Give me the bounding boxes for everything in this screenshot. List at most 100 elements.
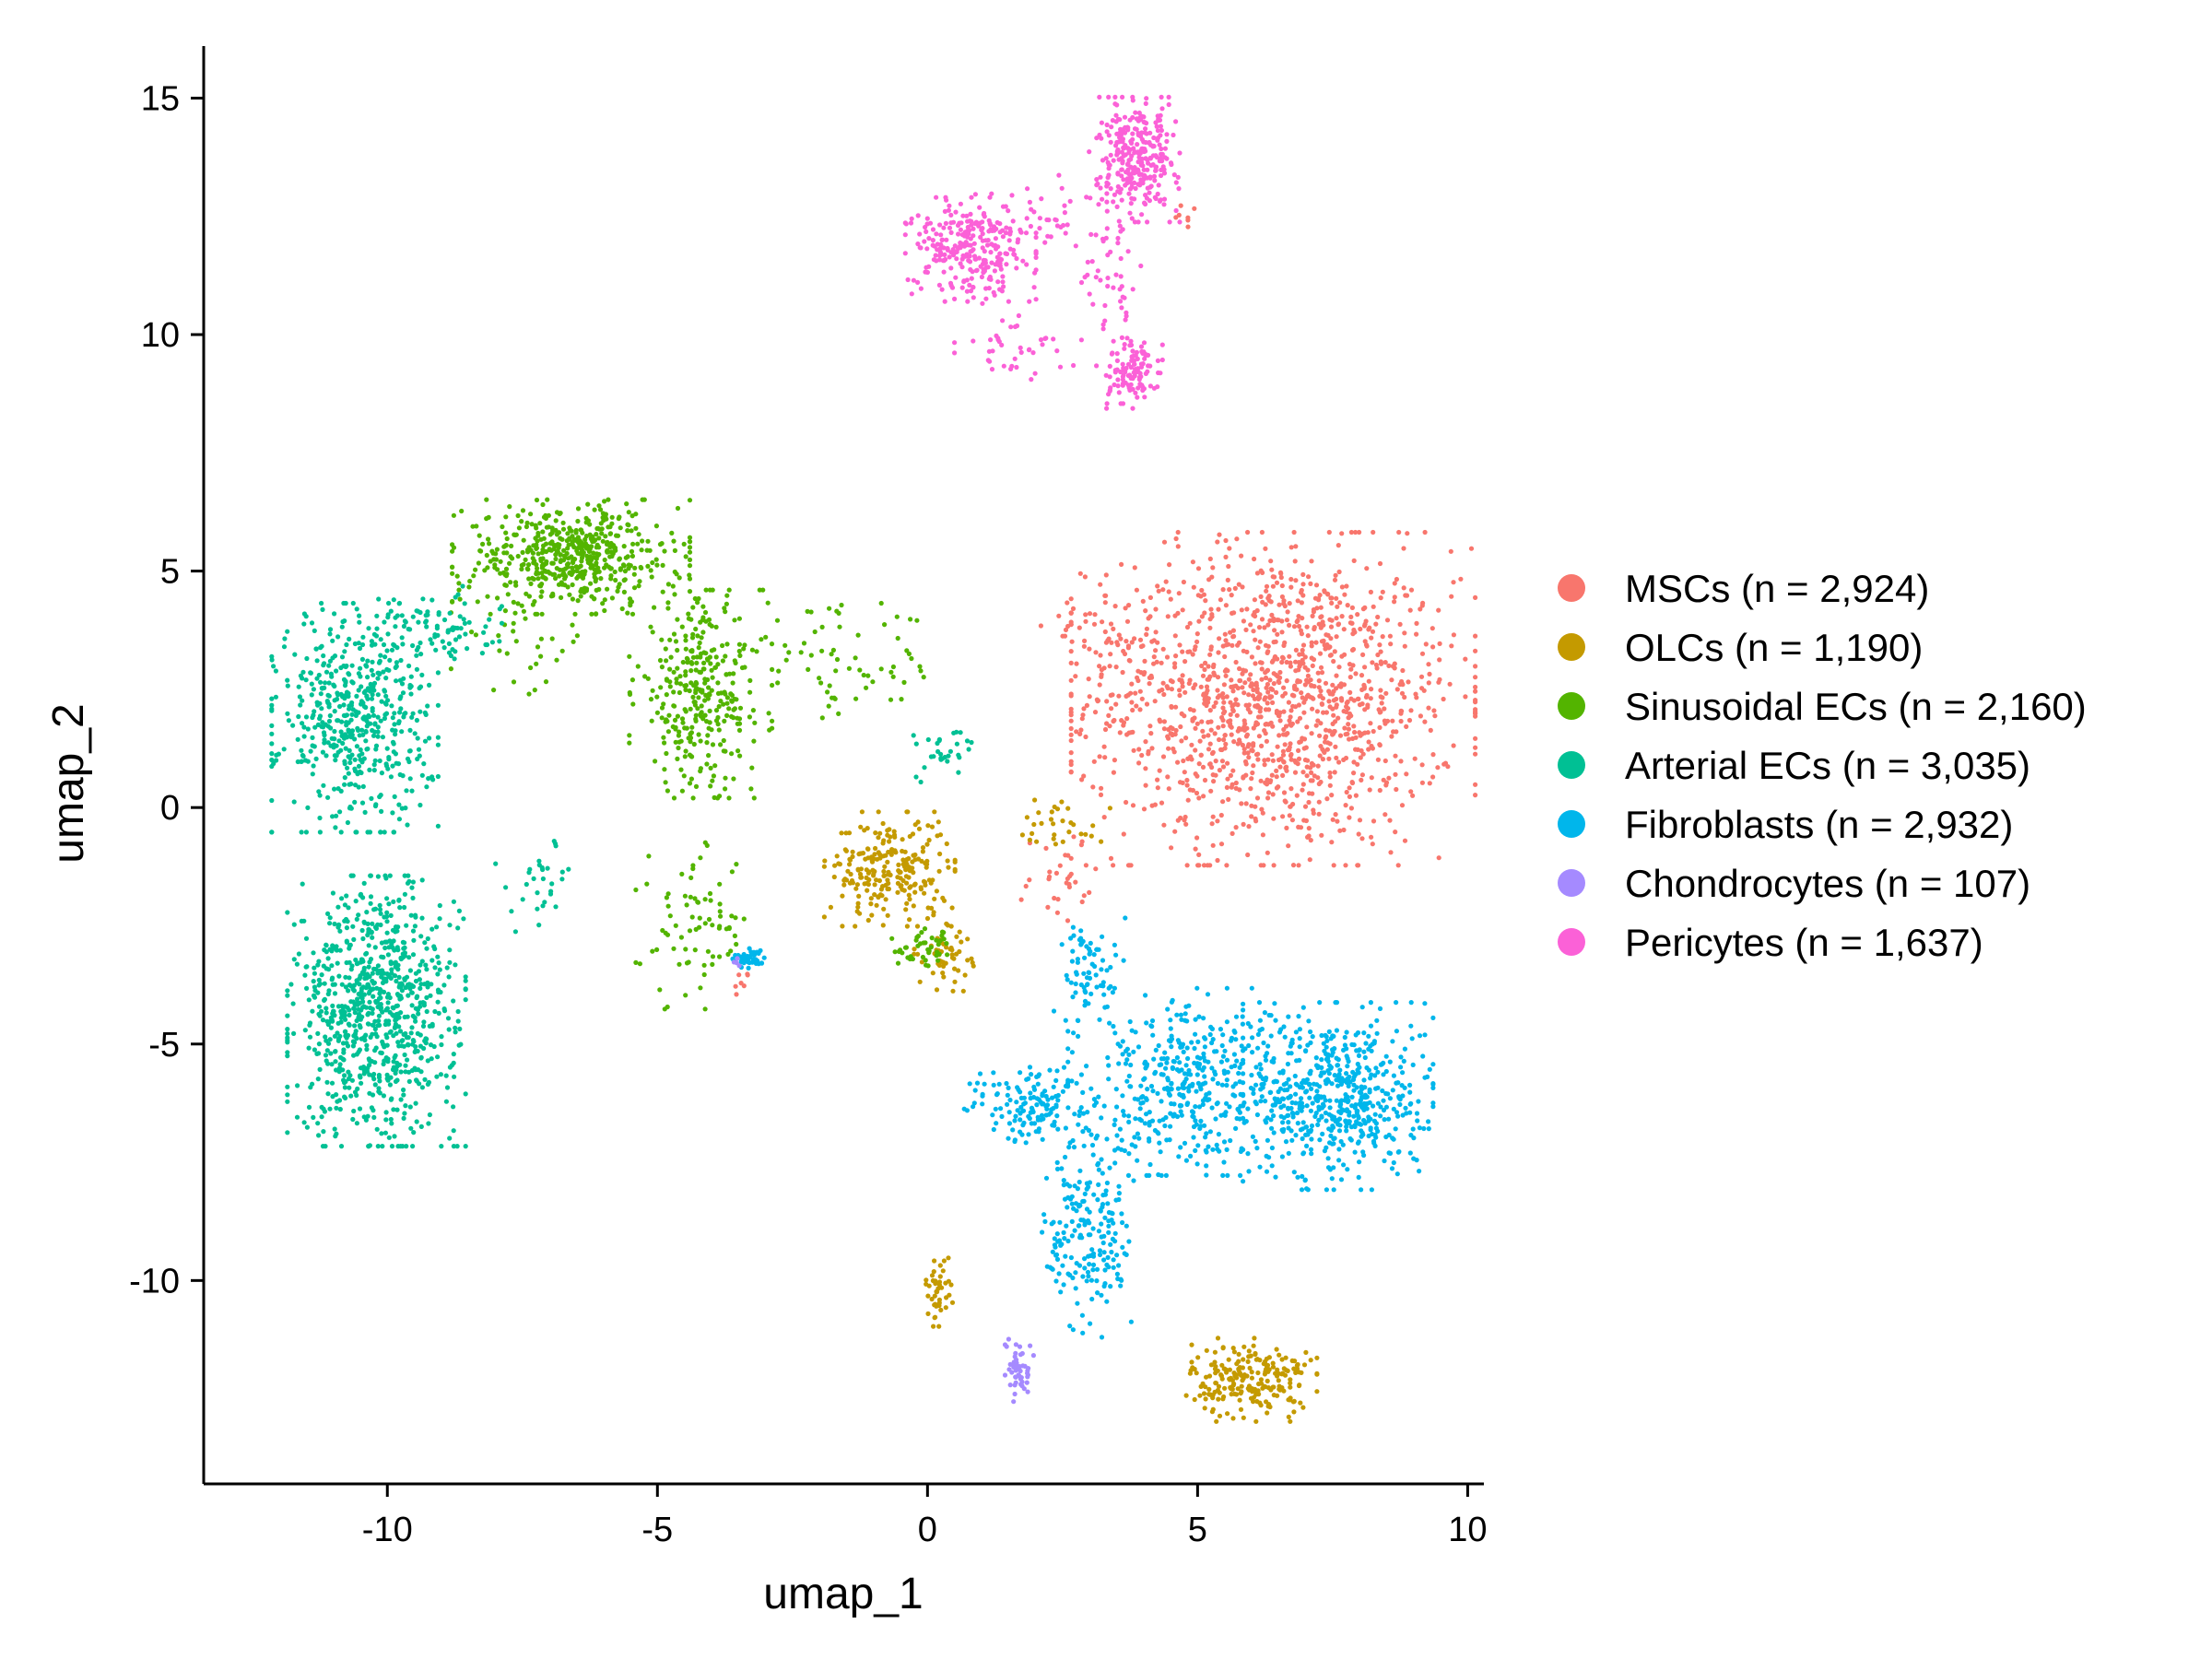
data-point xyxy=(399,806,405,811)
data-point xyxy=(1398,1054,1404,1060)
data-point xyxy=(339,982,345,987)
data-point xyxy=(359,641,366,648)
data-point xyxy=(648,697,654,702)
data-point xyxy=(1052,832,1057,838)
data-point xyxy=(377,658,382,665)
data-point xyxy=(703,587,709,593)
data-point xyxy=(404,1035,409,1041)
data-point xyxy=(1296,824,1301,830)
data-point xyxy=(1204,1374,1209,1380)
data-point xyxy=(1293,659,1299,665)
data-point xyxy=(1282,603,1288,609)
data-point xyxy=(1394,687,1400,692)
data-point xyxy=(390,763,395,769)
data-point xyxy=(635,541,641,547)
data-point xyxy=(1337,1067,1343,1073)
data-point xyxy=(282,636,288,641)
data-point xyxy=(1192,1366,1197,1372)
data-point xyxy=(770,682,775,688)
data-point xyxy=(393,615,398,620)
data-point xyxy=(863,856,868,862)
data-point xyxy=(1195,593,1201,598)
data-point xyxy=(1202,697,1207,702)
data-point xyxy=(1468,546,1475,551)
data-point xyxy=(1277,1352,1282,1358)
data-point xyxy=(1257,639,1263,644)
data-point xyxy=(1292,1073,1298,1079)
data-point xyxy=(1293,1030,1299,1035)
data-point xyxy=(1124,693,1129,700)
data-point xyxy=(710,954,716,959)
data-point xyxy=(406,955,412,960)
data-point xyxy=(318,679,324,685)
data-point xyxy=(716,727,722,733)
data-point xyxy=(441,645,447,651)
data-point xyxy=(954,951,959,957)
data-point xyxy=(347,975,352,981)
data-point xyxy=(937,1263,943,1268)
data-point xyxy=(509,543,514,549)
data-point xyxy=(1265,700,1270,706)
data-point xyxy=(575,573,582,580)
data-point xyxy=(721,701,726,707)
data-point xyxy=(1365,730,1371,735)
data-point xyxy=(1232,1373,1238,1379)
data-point xyxy=(710,961,715,967)
data-point xyxy=(1126,657,1132,664)
data-point xyxy=(1220,717,1226,724)
series-points-2 xyxy=(448,497,950,1012)
data-point xyxy=(633,959,639,965)
data-point xyxy=(596,535,602,541)
data-point xyxy=(321,653,326,659)
data-point xyxy=(1396,529,1402,535)
data-point xyxy=(846,665,853,671)
data-point xyxy=(416,747,422,752)
data-point xyxy=(331,745,336,750)
data-point xyxy=(1431,708,1437,713)
data-point xyxy=(463,974,468,980)
data-point xyxy=(349,712,355,717)
data-point xyxy=(1167,562,1172,568)
data-point xyxy=(418,1054,424,1060)
data-point xyxy=(1062,633,1068,639)
data-point xyxy=(734,941,739,947)
data-point xyxy=(352,768,359,774)
data-point xyxy=(1115,642,1121,648)
data-point xyxy=(330,982,335,987)
data-point xyxy=(398,1069,404,1075)
data-point xyxy=(853,696,859,701)
data-point xyxy=(357,975,363,981)
data-point xyxy=(535,576,541,582)
data-point xyxy=(616,516,621,522)
data-point xyxy=(604,541,610,547)
data-point xyxy=(362,809,368,816)
data-point xyxy=(315,1077,321,1082)
data-point xyxy=(654,694,660,700)
data-point xyxy=(600,538,606,544)
data-point xyxy=(511,629,516,634)
data-point xyxy=(896,862,901,868)
data-point xyxy=(903,867,909,873)
data-point xyxy=(1225,668,1230,674)
data-point xyxy=(1177,642,1182,648)
data-point xyxy=(1262,758,1267,763)
data-point xyxy=(1311,606,1316,613)
data-point xyxy=(1293,1370,1299,1375)
data-point xyxy=(558,511,563,516)
data-point xyxy=(1265,795,1271,801)
data-point xyxy=(319,972,324,978)
data-point xyxy=(1263,1384,1268,1390)
data-point xyxy=(1293,1100,1299,1106)
data-point xyxy=(713,654,719,660)
data-point xyxy=(1218,812,1224,818)
data-point xyxy=(513,639,519,644)
data-point xyxy=(312,1047,317,1053)
data-point xyxy=(1324,632,1329,638)
data-point xyxy=(322,733,327,738)
data-point xyxy=(346,905,351,911)
data-point xyxy=(709,623,714,629)
data-point xyxy=(1148,731,1154,736)
data-point xyxy=(1207,708,1213,713)
data-point xyxy=(1275,631,1280,637)
data-point xyxy=(1277,713,1282,719)
